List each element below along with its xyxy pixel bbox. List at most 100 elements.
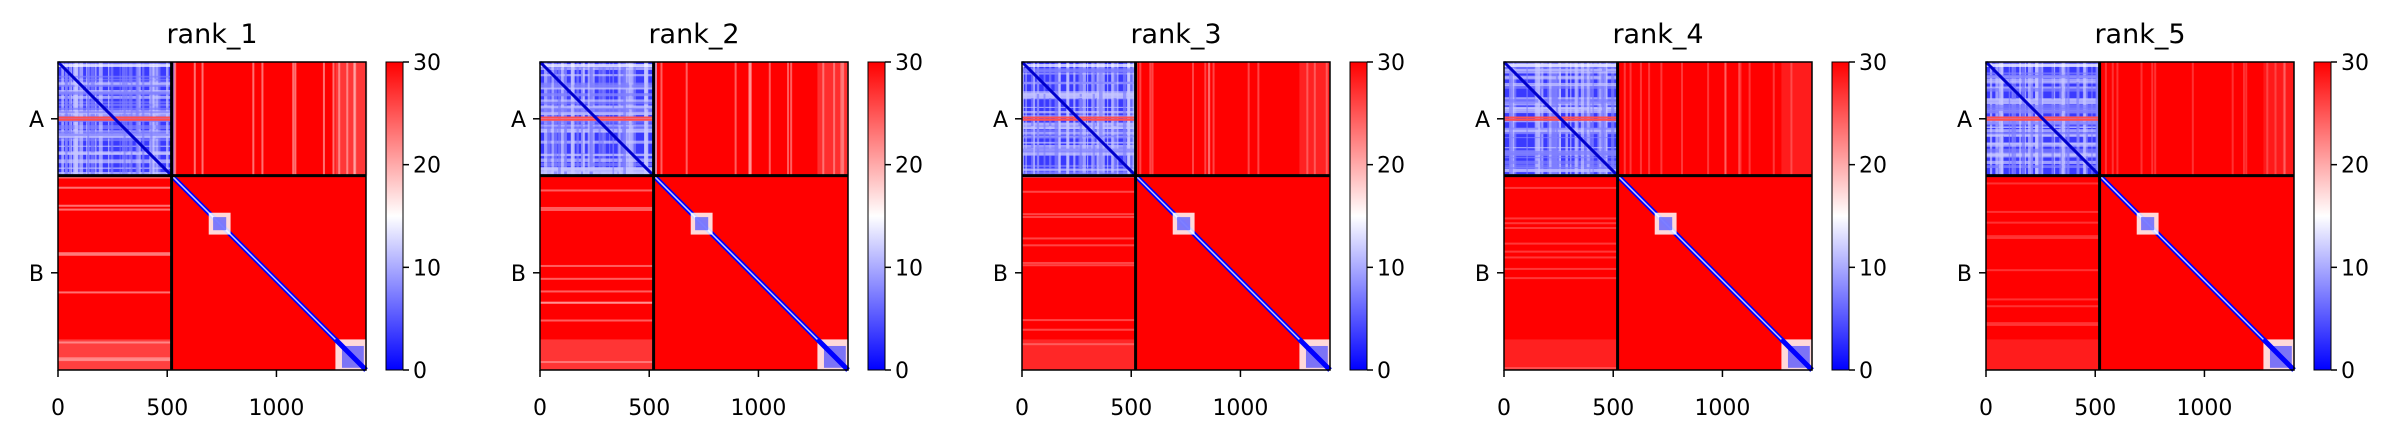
ba-streak [58, 253, 172, 256]
ba-streak [540, 290, 654, 293]
chain-a-streak [58, 111, 172, 114]
heatmap-panel-5: rank_5 0 500 1000 A B 0 10 20 30 [1957, 19, 2369, 421]
chain-a-streak [1504, 109, 1618, 114]
ab-streak [2242, 62, 2245, 176]
ab-streak [174, 62, 177, 176]
ab-streak [2231, 62, 2234, 176]
ba-streak [1022, 237, 1136, 240]
ab-streak [2151, 62, 2154, 176]
colorbar [1349, 61, 1368, 371]
colorbar-tick-label: 10 [2341, 256, 2369, 281]
chain-a-streak [58, 84, 172, 87]
chain-a-streak [58, 138, 172, 142]
chain-a-streak [1986, 72, 2100, 75]
ba-streak [58, 186, 172, 189]
x-tick-label: 0 [1015, 396, 1029, 421]
ab-band [1781, 62, 1812, 176]
ba-streak [1986, 323, 2100, 326]
chain-a-streak [1022, 151, 1136, 156]
ba-streak [1986, 221, 2100, 224]
chain-a-streak [1986, 107, 2100, 111]
x-tick-label: 1000 [1212, 396, 1268, 421]
ab-streak [2282, 62, 2285, 176]
chain-a-streak [540, 153, 654, 157]
ba-streak [58, 341, 172, 344]
ba-streak [540, 206, 654, 209]
ab-streak [2104, 62, 2107, 176]
ab-band [335, 62, 366, 176]
heatmap-frame [57, 61, 367, 371]
ab-streak [822, 62, 825, 176]
ab-streak [1790, 62, 1793, 176]
chain-label-b: B [1475, 262, 1490, 287]
chain-b-domain-1-core [213, 217, 227, 231]
chain-a-streak [540, 112, 654, 116]
ba-streak [1022, 319, 1136, 322]
chain-a-streak [540, 140, 654, 144]
colorbar [2313, 61, 2332, 371]
chain-b-domain-1-core [2141, 217, 2155, 231]
chain-b-diagonal-core [1135, 175, 1331, 371]
colorbar-tick-label: 10 [1377, 256, 1405, 281]
colorbar-tick-label: 30 [895, 51, 923, 76]
chain-a-streak [58, 95, 172, 99]
ab-streak [2266, 62, 2269, 176]
ba-streak [1986, 298, 2100, 301]
heatmap-frame [1503, 61, 1813, 371]
ab-streak [748, 62, 751, 176]
ab-streak [2116, 62, 2119, 176]
ab-streak [353, 62, 356, 176]
chain-a-streak [540, 128, 654, 133]
ab-streak [1648, 62, 1651, 176]
ab-streak [1772, 62, 1775, 176]
chain-a-streak [1022, 144, 1136, 148]
panel-title: rank_4 [1612, 19, 1703, 50]
chain-a-streak [540, 101, 654, 105]
chain-a-streak [1022, 91, 1136, 95]
colorbar [867, 61, 886, 371]
ab-streak [685, 62, 688, 176]
chain-a-streak [540, 93, 654, 96]
ab-streak [1707, 62, 1710, 176]
ab-streak [1204, 62, 1207, 176]
chain-a-streak [58, 134, 172, 138]
chain-a-streak [1022, 135, 1136, 138]
heatmap-frame [1021, 61, 1331, 371]
colorbar [1831, 61, 1850, 371]
chain-a-streak [1504, 85, 1618, 89]
chain-a-streak [1986, 74, 2100, 79]
chain-a-streak [58, 131, 172, 135]
chain-a-streak [1504, 147, 1618, 149]
colorbar-tick-label: 20 [2341, 154, 2369, 179]
chain-a-edge [1504, 64, 1618, 67]
ba-band [540, 339, 654, 370]
chain-a-streak [540, 162, 654, 167]
chain-a-streak [1504, 136, 1618, 139]
chain-a-streak [1504, 107, 1618, 111]
chain-a-streak [1986, 104, 2100, 109]
panel-title: rank_1 [166, 19, 257, 50]
chain-a-streak [58, 130, 172, 132]
ab-streak [332, 62, 335, 176]
ab-streak [1639, 62, 1642, 176]
ba-streak [1022, 261, 1136, 264]
ba-streak [58, 359, 172, 362]
ba-streak [1504, 222, 1618, 225]
ba-streak [1504, 267, 1618, 270]
ba-band [58, 339, 172, 370]
ba-streak [1504, 277, 1618, 280]
ba-band [1022, 339, 1136, 370]
chain-a-streak [540, 124, 654, 127]
ba-streak [1986, 182, 2100, 185]
chain-a-streak [1986, 99, 2100, 102]
chain-a-streak [1504, 99, 1618, 103]
x-tick-label: 500 [1110, 396, 1152, 421]
chain-b-diagonal-tail [815, 337, 850, 372]
chain-a-streak [540, 84, 654, 88]
chain-a-streak [58, 91, 172, 95]
chain-a-streak [540, 126, 654, 130]
chain-a-streak [1504, 71, 1618, 74]
chain-a-streak [1022, 111, 1136, 114]
ab-band [817, 62, 848, 176]
chain-a-streak [58, 78, 172, 81]
